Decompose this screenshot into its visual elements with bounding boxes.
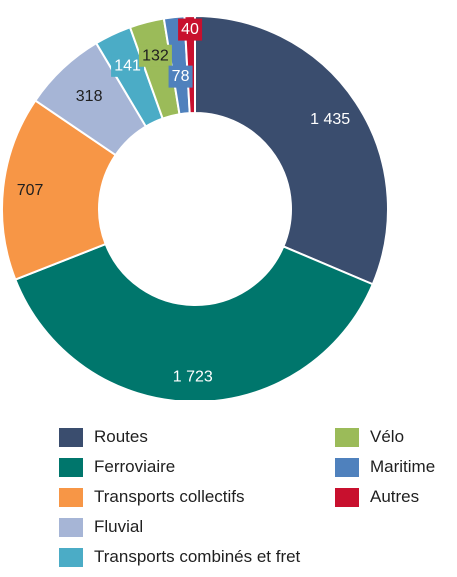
data-label-routes: 1 435 bbox=[310, 111, 350, 128]
legend-item-maritime: Maritime bbox=[335, 455, 435, 479]
data-label-velo-box bbox=[138, 44, 172, 67]
legend-swatch-velo bbox=[335, 427, 359, 447]
data-label-ferroviaire: 1 723 bbox=[173, 368, 213, 385]
slice-transports-collectifs bbox=[1, 99, 117, 281]
data-label-transports-combines-et-fret-box bbox=[111, 54, 145, 77]
legend-swatch-transports-collectifs bbox=[59, 487, 83, 507]
legend-item-autres: Autres bbox=[335, 485, 419, 509]
data-label-maritime-box bbox=[168, 65, 193, 88]
data-label-transports-combines-et-fret: 141 bbox=[114, 57, 141, 74]
legend-swatch-maritime bbox=[335, 457, 359, 477]
data-label-autres-box bbox=[178, 18, 203, 41]
legend-label-ferroviaire: Ferroviaire bbox=[94, 457, 176, 476]
legend-swatch-autres bbox=[335, 487, 359, 507]
legend-swatch-routes bbox=[59, 427, 83, 447]
data-label-fluvial: 318 bbox=[76, 88, 103, 105]
legend-label-transports-collectifs: Transports collectifs bbox=[94, 487, 245, 506]
legend-item-fluvial: Fluvial bbox=[59, 515, 143, 539]
data-label-velo: 132 bbox=[142, 47, 169, 64]
data-label-maritime: 78 bbox=[172, 68, 190, 85]
legend-item-transports-combines: Transports combinés et fret bbox=[59, 545, 300, 569]
legend-swatch-fluvial bbox=[59, 517, 83, 537]
legend-swatch-ferroviaire bbox=[59, 457, 83, 477]
legend-label-fluvial: Fluvial bbox=[94, 517, 144, 536]
legend-label-maritime: Maritime bbox=[370, 457, 436, 476]
legend-item-routes: Routes bbox=[59, 425, 148, 449]
legend-label-autres: Autres bbox=[370, 487, 420, 506]
data-label-autres: 40 bbox=[181, 21, 199, 38]
legend-item-transports-collectifs: Transports collectifs bbox=[59, 485, 245, 509]
data-label-transports-collectifs: 707 bbox=[17, 182, 44, 199]
legend-item-ferroviaire: Ferroviaire bbox=[59, 455, 175, 479]
legend-label-routes: Routes bbox=[94, 427, 148, 446]
legend-label-velo: Vélo bbox=[370, 427, 405, 446]
legend-swatch-transports-combines bbox=[59, 547, 83, 567]
slice-routes bbox=[194, 14, 389, 286]
legend-label-transports-combines: Transports combinés et fret bbox=[94, 547, 301, 566]
slice-ferroviaire bbox=[14, 242, 375, 400]
legend-item-velo: Vélo bbox=[335, 425, 404, 449]
